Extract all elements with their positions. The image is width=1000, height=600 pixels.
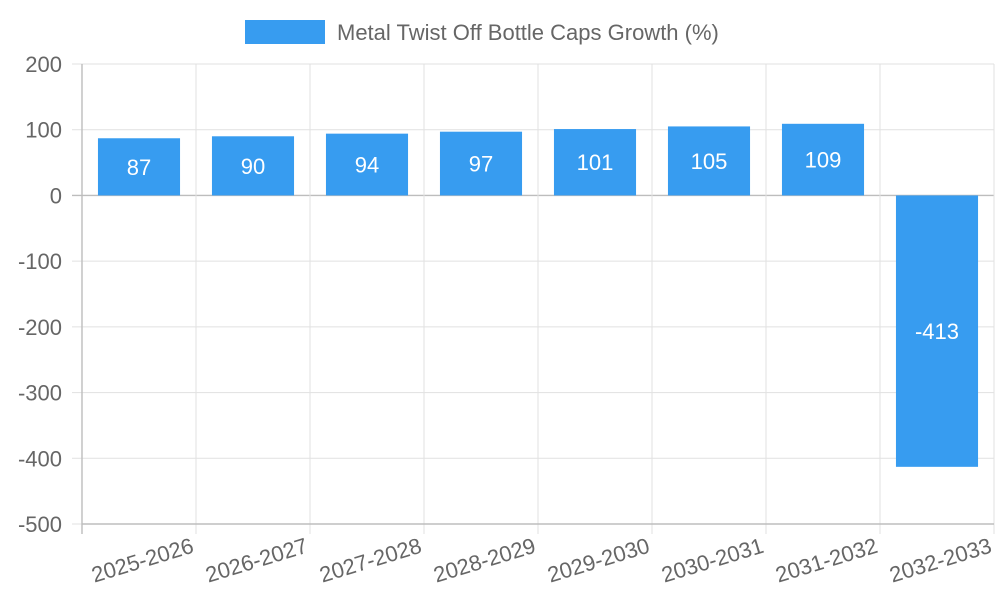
x-tick-label: 2028-2029 [431,533,539,588]
bars [97,123,979,467]
bar-value-label: 101 [577,150,614,175]
x-tick-label: 2026-2027 [203,533,311,588]
bar-data-labels: 87 90 94 97 101 105 109 -413 [127,148,959,345]
y-tick-label: -400 [18,446,62,471]
y-tick-label: -300 [18,381,62,406]
bar-value-label: 87 [127,155,151,180]
chart-legend[interactable]: Metal Twist Off Bottle Caps Growth (%) [245,20,719,45]
bar[interactable] [781,123,865,196]
legend-swatch [245,20,325,44]
bar[interactable] [439,131,523,196]
legend-label: Metal Twist Off Bottle Caps Growth (%) [337,20,719,45]
x-tick-label: 2029-2030 [545,533,653,588]
y-axis-ticks: 200 100 0 -100 -200 -300 -400 -500 [18,52,62,537]
x-tick-label: 2030-2031 [659,533,767,588]
y-tick-label: -500 [18,512,62,537]
y-tick-label: 200 [25,52,62,77]
bar[interactable] [553,129,637,196]
y-tick-label: -200 [18,315,62,340]
bar[interactable] [667,126,751,196]
bar-value-label: 90 [241,154,265,179]
x-tick-label: 2031-2032 [773,533,881,588]
bar[interactable] [211,136,295,196]
y-tick-label: 100 [25,118,62,143]
bar[interactable] [97,138,181,196]
x-tick-label: 2032-2033 [887,533,995,588]
x-axis-ticks: 2025-2026 2026-2027 2027-2028 2028-2029 2029… [89,533,995,588]
y-tick-label: -100 [18,249,62,274]
bar[interactable] [325,133,409,196]
bar-value-label: 94 [355,153,379,178]
grid [72,63,995,534]
x-tick-label: 2025-2026 [89,533,197,588]
bar-value-label: -413 [915,319,959,344]
bar-value-label: 109 [805,148,842,173]
bar-value-label: 97 [469,152,493,177]
x-tick-label: 2027-2028 [317,533,425,588]
y-tick-label: 0 [50,183,62,208]
bar[interactable] [895,195,979,467]
bar-value-label: 105 [691,149,728,174]
